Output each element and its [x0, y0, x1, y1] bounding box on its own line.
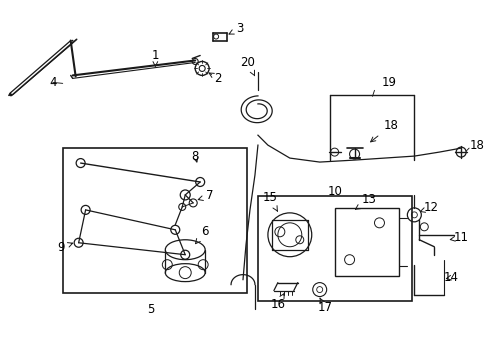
Text: 9: 9 — [57, 241, 73, 254]
Text: 12: 12 — [420, 201, 438, 215]
Bar — [62, 148, 246, 293]
Bar — [258, 196, 411, 301]
Text: 8: 8 — [191, 150, 199, 163]
Text: 15: 15 — [262, 192, 277, 211]
Text: 5: 5 — [146, 303, 154, 316]
Text: 11: 11 — [449, 231, 468, 244]
Text: 19: 19 — [381, 76, 396, 89]
Text: 17: 17 — [317, 298, 331, 314]
Text: 16: 16 — [270, 293, 285, 311]
Text: 1: 1 — [151, 49, 159, 66]
Text: 18: 18 — [468, 139, 484, 152]
Text: 18: 18 — [370, 119, 398, 142]
Text: 2: 2 — [209, 72, 222, 85]
Bar — [334, 208, 399, 276]
Text: 10: 10 — [326, 185, 342, 198]
Text: 13: 13 — [355, 193, 376, 209]
Text: 3: 3 — [228, 22, 243, 35]
Text: 14: 14 — [443, 271, 458, 284]
Text: 7: 7 — [198, 189, 213, 202]
Text: 4: 4 — [49, 76, 57, 89]
Text: 20: 20 — [240, 56, 255, 76]
Text: 6: 6 — [195, 225, 208, 244]
